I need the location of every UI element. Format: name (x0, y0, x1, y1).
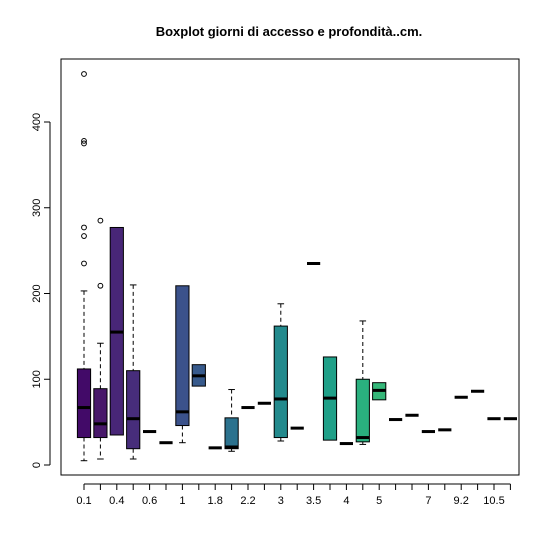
box-5 (373, 383, 386, 400)
box-2 (225, 390, 238, 452)
box-0.5 (127, 285, 140, 459)
x-tick-label: 3.5 (306, 495, 321, 507)
box-rect (225, 418, 238, 449)
outlier-point (98, 283, 103, 288)
y-axis: 0 100 200 300 400 (31, 113, 50, 468)
outlier-point (98, 218, 103, 223)
box-rect (274, 326, 287, 437)
outlier-point (82, 72, 87, 77)
x-tick-label: 3 (278, 495, 284, 507)
box-0.2 (94, 218, 107, 459)
box-rect (356, 379, 369, 442)
box-1 (176, 286, 189, 443)
x-tick-label: 9.2 (454, 495, 469, 507)
x-tick-label: 0.6 (142, 495, 157, 507)
box-0.4 (110, 227, 123, 435)
box-rect (127, 371, 140, 449)
box-3 (274, 304, 287, 441)
y-tick-label: 100 (31, 370, 43, 388)
x-tick-label: 7 (425, 495, 431, 507)
outlier-point (82, 234, 87, 239)
outlier-point (82, 261, 87, 266)
y-tick-label: 0 (31, 462, 43, 468)
box-rect (94, 389, 107, 438)
outlier-point (82, 225, 87, 230)
box-1.5 (192, 365, 205, 386)
box-3.8 (323, 357, 336, 440)
x-tick-label: 5 (376, 495, 382, 507)
y-tick-label: 300 (31, 199, 43, 217)
boxes-group (77, 72, 517, 461)
x-tick-label: 10.5 (483, 495, 504, 507)
x-tick-label: 1 (179, 495, 185, 507)
box-rect (77, 369, 90, 438)
x-tick-label: 1.8 (208, 495, 223, 507)
y-tick-label: 400 (31, 113, 43, 131)
box-rect (176, 286, 189, 426)
y-tick-label: 200 (31, 284, 43, 302)
chart-title: Boxplot giorni di accesso e profondità..… (156, 24, 423, 39)
x-tick-label: 4 (343, 495, 349, 507)
x-tick-label: 0.1 (76, 495, 91, 507)
x-tick-label: 2.2 (240, 495, 255, 507)
box-0.1 (77, 72, 90, 461)
box-4.5 (356, 321, 369, 444)
x-tick-label: 0.4 (109, 495, 124, 507)
x-axis: 0.1 0.4 0.6 1 1.8 2.2 3 3.5 4 5 7 9.2 10.5 (76, 484, 510, 507)
